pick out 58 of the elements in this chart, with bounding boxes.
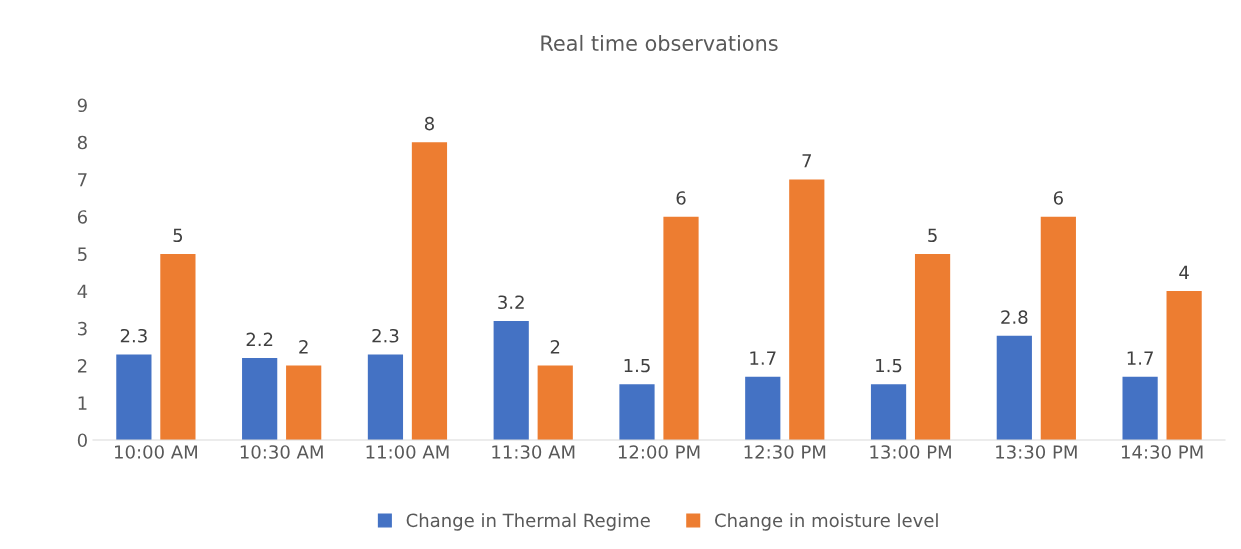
x-tick-label: 14:30 PM [1121, 445, 1203, 459]
bar [870, 384, 907, 440]
x-tick-label: 11:00 AM [366, 445, 449, 459]
data-label: 1.7 [750, 351, 776, 365]
bar [1040, 216, 1076, 440]
x-tick-label: 11:30 AM [492, 445, 575, 459]
data-label: 8 [424, 116, 434, 131]
bar [996, 335, 1032, 440]
bar [1122, 376, 1158, 440]
y-tick-label: 4 [77, 284, 88, 298]
legend-label: Change in moisture level [715, 513, 938, 531]
data-label: 5 [928, 228, 937, 243]
bar [789, 179, 825, 440]
bar [242, 358, 278, 440]
y-tick-label: 0 [77, 433, 87, 448]
x-tick-label: 13:00 PM [870, 445, 951, 459]
data-label: 4 [1179, 265, 1189, 280]
data-label: 3.2 [498, 295, 524, 310]
y-tick-label: 3 [78, 321, 87, 336]
data-label: 2.3 [372, 328, 399, 343]
bar [1166, 291, 1202, 440]
data-label: 6 [676, 191, 686, 205]
y-tick-label: 9 [77, 98, 87, 113]
x-tick-label: 12:30 PM [744, 445, 826, 459]
bar [537, 365, 573, 440]
data-label: 1.5 [624, 358, 650, 373]
data-label: 2.8 [1001, 310, 1028, 324]
x-tick-label: 13:30 PM [996, 445, 1077, 459]
y-tick-label: 1 [78, 396, 87, 410]
chart-title: Real time observations [541, 34, 778, 52]
bar [914, 253, 951, 440]
data-label: 7 [802, 154, 811, 168]
y-tick-label: 6 [77, 210, 87, 224]
x-tick-label: 12:00 PM [618, 445, 700, 459]
bar [286, 365, 322, 440]
y-tick-label: 5 [78, 247, 87, 262]
bar [745, 376, 781, 440]
data-label: 2.2 [246, 332, 273, 347]
bar [619, 384, 655, 440]
bar [493, 320, 529, 440]
bar [367, 354, 404, 440]
bar [160, 253, 196, 440]
data-label: 1.7 [1127, 351, 1153, 365]
data-label: 2 [299, 340, 308, 354]
y-tick-label: 7 [78, 173, 87, 187]
y-tick-label: 2 [77, 359, 87, 373]
y-tick-label: 8 [77, 135, 87, 150]
data-label: 2.3 [120, 328, 147, 343]
x-tick-label: 10:30 AM [240, 445, 323, 459]
bar [116, 354, 152, 440]
data-label: 2 [550, 340, 560, 354]
bar [663, 216, 699, 440]
data-label: 1.5 [876, 358, 902, 373]
data-label: 6 [1053, 191, 1063, 205]
legend-label: Change in Thermal Regime [406, 513, 650, 531]
bar [411, 142, 448, 440]
x-tick-label: 10:00 AM [115, 445, 197, 459]
data-label: 5 [173, 228, 183, 243]
